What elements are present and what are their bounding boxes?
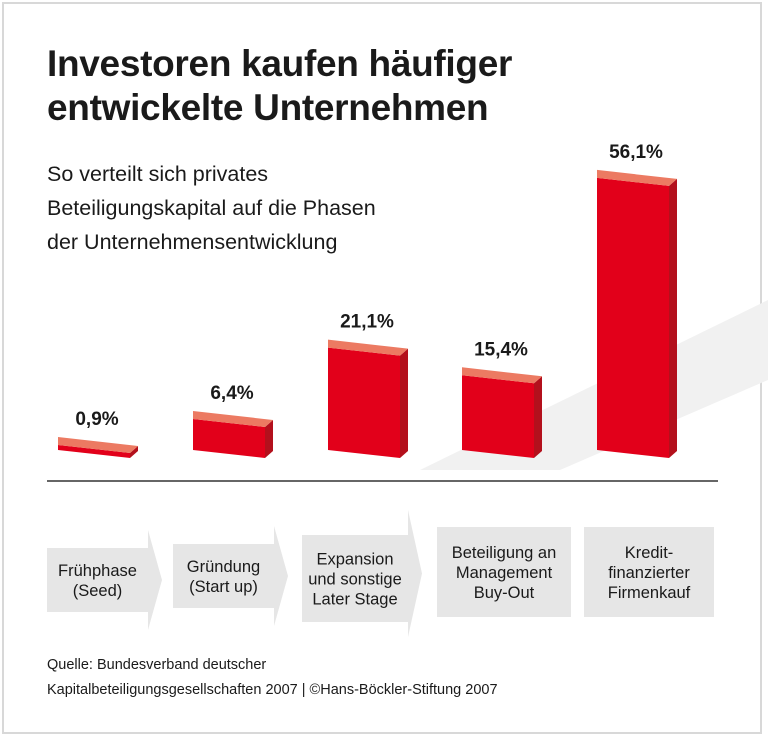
category-text: finanzierter	[608, 564, 690, 582]
category-label: Kredit-finanzierter Firmenkauf	[584, 527, 714, 617]
bar	[597, 169, 677, 459]
category-text: (Seed)	[73, 582, 123, 600]
category-text: Gründung	[187, 558, 260, 576]
category-arrow	[173, 526, 288, 626]
bar	[328, 339, 408, 458]
category-text: Management	[456, 564, 553, 582]
category-arrow	[302, 510, 422, 637]
bar-front	[597, 177, 669, 459]
chart-title: Investoren kaufen häufiger entwickelte U…	[47, 42, 512, 130]
title-line: Investoren kaufen häufiger	[47, 43, 513, 84]
bar-side	[130, 446, 138, 458]
subtitle-line: Beteiligungskapital auf die Phasen	[47, 196, 376, 220]
category-arrow	[47, 530, 162, 630]
bar	[462, 367, 542, 458]
category-label: Gründung (Start up)	[173, 526, 288, 626]
category-text: Beteiligung an	[452, 544, 557, 562]
category-text: Frühphase	[58, 562, 137, 580]
bar-front	[58, 445, 130, 458]
bar-side	[669, 178, 677, 459]
subtitle-line: So verteilt sich privates	[47, 162, 269, 186]
source-line: Quelle: Bundesverband deutscher	[47, 657, 267, 673]
data-label: 15,4%	[474, 339, 528, 360]
title-line: entwickelte Unternehmen	[47, 87, 489, 128]
bar-top	[462, 367, 542, 384]
category-label: Frühphase (Seed)	[47, 530, 162, 630]
category-text: Buy-Out	[474, 584, 535, 602]
data-label: 0,9%	[75, 409, 118, 430]
category-text: Later Stage	[312, 591, 397, 609]
bar-top	[193, 410, 273, 427]
bar-side	[400, 348, 408, 458]
category-text: Firmenkauf	[608, 584, 691, 602]
bar-side	[534, 376, 542, 458]
bar	[58, 437, 138, 458]
category-box	[437, 527, 571, 617]
bar-top	[597, 169, 677, 186]
bar-front	[193, 418, 265, 458]
bar-side	[265, 419, 273, 458]
category-label: Expansion und sonstige Later Stage	[302, 510, 422, 637]
bar-front	[462, 375, 534, 458]
data-label: 56,1%	[609, 142, 663, 163]
category-text: und sonstige	[308, 571, 402, 589]
source-line: Kapitalbeteiligungsgesellschaften 2007 |…	[47, 682, 498, 698]
subtitle-line: der Unternehmensentwicklung	[47, 230, 338, 254]
bar-front	[328, 347, 400, 458]
data-label: 6,4%	[210, 383, 253, 404]
category-text: Kredit-	[625, 544, 674, 562]
category-label: Beteiligung an Management Buy-Out	[437, 527, 571, 617]
bar	[193, 410, 273, 458]
data-label: 21,1%	[340, 312, 394, 333]
category-text: (Start up)	[189, 578, 258, 596]
bar-top	[328, 339, 408, 356]
category-box	[584, 527, 714, 617]
bar-top	[58, 437, 138, 453]
category-text: Expansion	[316, 551, 393, 569]
